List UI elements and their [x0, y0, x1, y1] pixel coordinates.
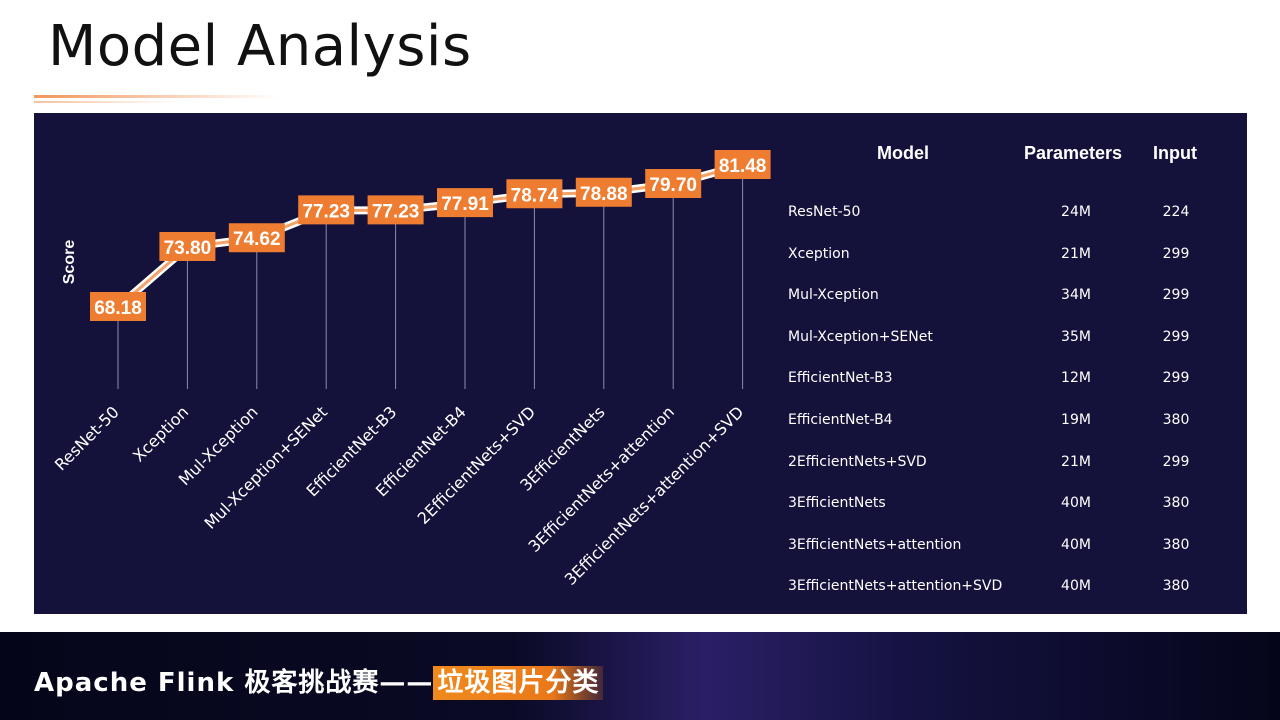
title-underline-decoration: [34, 95, 279, 103]
data-label: 68.18: [94, 298, 142, 319]
table-cell-parameters: 40M: [1061, 578, 1091, 595]
table-cell-input: 380: [1162, 578, 1190, 595]
page-title: Model Analysis: [48, 14, 472, 79]
footer-highlight: 垃圾图片分类: [433, 666, 604, 700]
data-point: [575, 177, 632, 207]
data-point: [714, 150, 771, 179]
data-label: 78.74: [511, 185, 559, 206]
table-cell-parameters: 40M: [1061, 495, 1091, 512]
data-label: 78.88: [580, 184, 628, 205]
table-cell-input: 224: [1162, 204, 1190, 220]
table-cell-input: 299: [1162, 287, 1190, 304]
data-point-label: 73.80: [159, 231, 216, 261]
data-point: [298, 195, 355, 225]
table-cell-input: 380: [1162, 412, 1190, 428]
table-cell-parameters: 34M: [1061, 287, 1091, 304]
table-row: 3EfficientNets+attention+SVD 40M 380: [788, 578, 1247, 598]
table-cell-parameters: 21M: [1061, 245, 1091, 262]
table-cell-model: 3EfficientNets+attention+SVD: [788, 578, 1003, 595]
data-point: [645, 169, 702, 199]
x-tick-label: Xception: [129, 402, 192, 465]
data-point: [367, 195, 424, 225]
table-cell-model: Mul-Xception: [788, 287, 879, 304]
data-label: 81.48: [719, 156, 767, 177]
score-series-line-accent: [116, 163, 745, 309]
footer-prefix: Apache Flink 极客挑战赛——: [34, 668, 434, 698]
table-row: EfficientNet-B3 12M 299: [788, 370, 1247, 390]
footer-text: Apache Flink 极客挑战赛—— 垃圾图片分类: [34, 662, 604, 700]
data-point-label: 81.48: [714, 150, 771, 179]
table-cell-model: Mul-Xception+SENet: [788, 328, 933, 345]
table-cell-parameters: 24M: [1061, 204, 1091, 220]
table-cell-model: Xception: [788, 245, 850, 262]
table-row: 3EfficientNets+attention 40M 380: [788, 537, 1247, 557]
data-point: [437, 188, 493, 218]
table-row: ResNet-50 24M 224: [788, 204, 1247, 224]
table-cell-model: 2EfficientNets+SVD: [788, 453, 927, 470]
data-point-label: 78.88: [575, 177, 632, 207]
model-table: Model Parameters Input ResNet-50 24M 224 Xc…: [788, 113, 1247, 614]
data-point-label: 77.91: [437, 188, 493, 218]
table-row: Xception 21M 299: [788, 246, 1247, 266]
data-point-label: 77.23: [367, 195, 424, 225]
table-cell-input: 380: [1162, 495, 1190, 512]
table-cell-input: 299: [1162, 328, 1190, 345]
table-row: EfficientNet-B4 19M 380: [788, 412, 1247, 432]
table-cell-model: 3EfficientNets+attention: [788, 536, 962, 553]
table-header-parameters: Parameters: [1024, 143, 1123, 163]
table-cell-model: 3EfficientNets: [788, 495, 886, 512]
table-cell-parameters: 40M: [1061, 536, 1091, 553]
x-tick-label: 3EfficientNets+attention: [525, 402, 678, 555]
table-cell-parameters: 21M: [1061, 453, 1091, 470]
table-row: Mul-Xception 34M 299: [788, 287, 1247, 307]
data-label: 77.91: [441, 194, 489, 215]
table-cell-parameters: 12M: [1061, 370, 1091, 387]
data-label: 79.70: [649, 175, 697, 196]
data-point-label: 77.23: [298, 195, 355, 225]
data-point: [90, 292, 146, 321]
data-label: 77.23: [302, 201, 350, 222]
data-label: 77.23: [372, 201, 420, 222]
table-cell-parameters: 19M: [1061, 412, 1091, 428]
y-axis-label: Score: [61, 240, 78, 285]
data-point-label: 68.18: [90, 292, 146, 321]
data-label: 73.80: [164, 238, 212, 259]
table-cell-input: 380: [1162, 536, 1190, 553]
data-point-label: 79.70: [645, 169, 702, 199]
table-header-input: Input: [1153, 143, 1197, 163]
data-point: [506, 179, 563, 209]
data-point-label: 74.62: [228, 223, 285, 253]
table-cell-input: 299: [1162, 453, 1190, 470]
chart-panel: 68.18 73.80 74.62 77.23 77.23 77.91 78.74 78.88…: [34, 113, 1247, 614]
data-point: [228, 223, 285, 253]
x-tick-label: 2EfficientNets+SVD: [414, 402, 540, 528]
data-point: [159, 231, 216, 261]
footer-banner: Apache Flink 极客挑战赛—— 垃圾图片分类: [0, 632, 1280, 720]
score-line-chart: 68.18 73.80 74.62 77.23 77.23 77.91 78.74 78.88…: [51, 150, 771, 589]
table-row: Mul-Xception+SENet 35M 299: [788, 329, 1247, 349]
table-cell-input: 299: [1162, 370, 1190, 387]
table-row: 2EfficientNets+SVD 21M 299: [788, 454, 1247, 474]
data-point-label: 78.74: [506, 179, 563, 209]
x-tick-label: ResNet-50: [51, 402, 123, 474]
x-tick-label: Mul-Xception+SENet: [201, 402, 331, 532]
data-label: 74.62: [233, 229, 281, 250]
table-cell-model: EfficientNet-B4: [788, 412, 893, 428]
table-header-model: Model: [877, 143, 929, 163]
table-cell-parameters: 35M: [1061, 328, 1091, 345]
table-cell-input: 299: [1162, 245, 1190, 262]
table-cell-model: ResNet-50: [788, 204, 861, 220]
table-row: 3EfficientNets 40M 380: [788, 495, 1247, 515]
table-cell-model: EfficientNet-B3: [788, 370, 893, 387]
